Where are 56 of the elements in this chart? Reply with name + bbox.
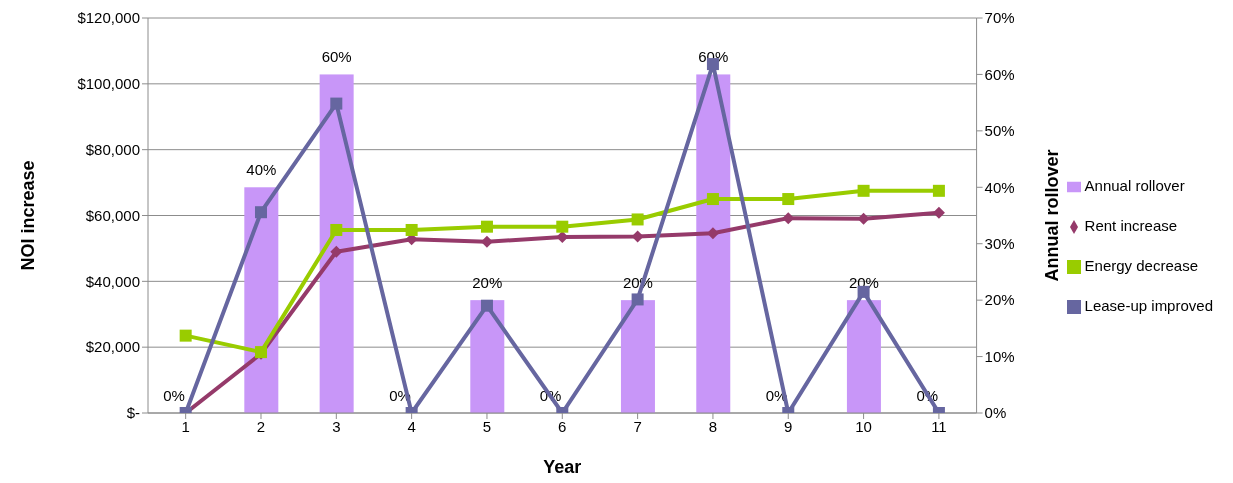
- x-axis-title: Year: [543, 457, 582, 477]
- x-tick-label: 2: [256, 417, 266, 435]
- y2-tick-label: 70%: [984, 9, 1015, 27]
- data-label: 0%: [163, 387, 185, 404]
- point: [405, 223, 418, 236]
- y-tick-label: $60,000: [85, 206, 140, 224]
- point: [330, 97, 343, 110]
- x-tick-label: 5: [482, 417, 492, 435]
- legend-label: Annual rollover: [1084, 176, 1185, 194]
- bar: [620, 300, 655, 413]
- y2-tick-label: 0%: [984, 404, 1007, 422]
- y2-tick-label: 30%: [984, 235, 1015, 253]
- point: [330, 223, 343, 236]
- legend-label: Energy decrease: [1084, 256, 1198, 274]
- point: [254, 206, 267, 219]
- point: [631, 213, 644, 226]
- x-tick-label: 1: [181, 417, 190, 435]
- y-tick-label: $-: [126, 404, 140, 422]
- point: [556, 220, 569, 233]
- y2-tick-label: 50%: [984, 122, 1015, 140]
- y2-tick-label: 20%: [984, 291, 1015, 309]
- data-label: 60%: [321, 48, 352, 66]
- legend-label: Lease-up improved: [1084, 296, 1213, 314]
- x-tick-label: 7: [633, 417, 642, 435]
- data-label: 20%: [472, 274, 503, 292]
- x-tick-label: 10: [855, 417, 872, 435]
- bar: [319, 74, 354, 413]
- point: [631, 293, 644, 306]
- data-label: 40%: [246, 161, 277, 179]
- y-axis-title: NOI increase: [18, 160, 39, 271]
- x-tick-label: 4: [407, 417, 416, 435]
- y2-tick-label: 40%: [984, 178, 1015, 196]
- bar: [846, 300, 881, 413]
- y-tick-label: $80,000: [85, 140, 140, 158]
- x-tick-label: 8: [708, 417, 718, 435]
- x-tick-label: 6: [558, 417, 567, 435]
- y-tick-label: $40,000: [85, 272, 140, 290]
- y-tick-label: $100,000: [77, 75, 140, 93]
- y-tick-label: $120,000: [77, 9, 140, 27]
- y2-tick-label: 10%: [984, 347, 1015, 365]
- point: [932, 184, 945, 197]
- x-tick-label: 3: [332, 417, 341, 435]
- point: [179, 329, 192, 342]
- bar: [696, 74, 731, 413]
- point: [706, 193, 719, 206]
- x-tick-label: 9: [784, 417, 793, 435]
- point: [480, 299, 493, 312]
- y2-axis-title: Annual rollover: [1041, 149, 1062, 282]
- y2-tick-label: 60%: [984, 65, 1015, 83]
- legend-label: Rent increase: [1084, 216, 1178, 234]
- bar: [470, 300, 505, 413]
- y-tick-label: $20,000: [85, 338, 140, 356]
- point: [480, 220, 493, 233]
- point: [782, 193, 795, 206]
- x-tick-label: 11: [931, 417, 947, 435]
- point: [857, 184, 870, 197]
